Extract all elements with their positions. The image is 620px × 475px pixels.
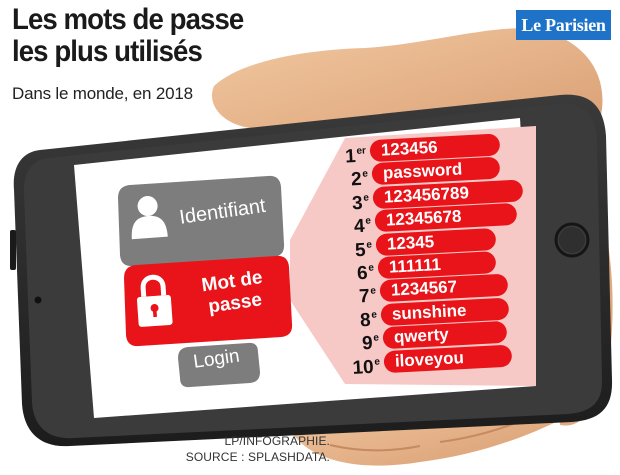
title-line-2: les plus utilisés [12, 35, 203, 68]
rank-suffix: e [361, 168, 368, 181]
ranking-row: 10e iloveyou [350, 344, 513, 378]
home-button [554, 222, 590, 258]
rank-suffix: e [371, 309, 378, 321]
ranking-row: 3e 123456789 [339, 179, 524, 214]
ranking-row: 1er 123456 [335, 133, 501, 168]
rank-number: 10e [350, 351, 381, 380]
rank-suffix: e [366, 239, 373, 251]
rank-suffix: e [364, 215, 372, 227]
subtitle: Dans le monde, en 2018 [12, 84, 193, 103]
title-line-1: Les mots de passe [12, 3, 244, 36]
username-field [118, 175, 285, 267]
camera-dot [34, 296, 42, 304]
rank-suffix: er [356, 145, 367, 157]
rank-suffix: e [372, 332, 380, 344]
credits: LP/INFOGRAPHIE. SOURCE : SPLASHDATA. [160, 433, 330, 465]
rank-suffix: e [374, 356, 381, 368]
credit-line-2: SOURCE : SPLASHDATA. [185, 450, 330, 464]
le-parisien-logo: Le Parisien [516, 10, 611, 40]
rank-suffix: e [369, 285, 376, 298]
credit-line-1: LP/INFOGRAPHIE. [224, 434, 330, 448]
page-title: Les mots de passe les plus utilisés [12, 3, 244, 68]
rank-suffix: e [363, 192, 370, 204]
login-button-shape [178, 342, 260, 388]
ranking-row: 5e 12345 [342, 227, 497, 261]
ranking-row: 6e 111111 [343, 251, 497, 284]
padlock-icon [136, 274, 173, 327]
rank-value: 10 [352, 356, 375, 379]
user-icon [131, 196, 168, 240]
ranking-row: 8e sunshine [347, 297, 510, 331]
rank-suffix: e [368, 262, 375, 274]
